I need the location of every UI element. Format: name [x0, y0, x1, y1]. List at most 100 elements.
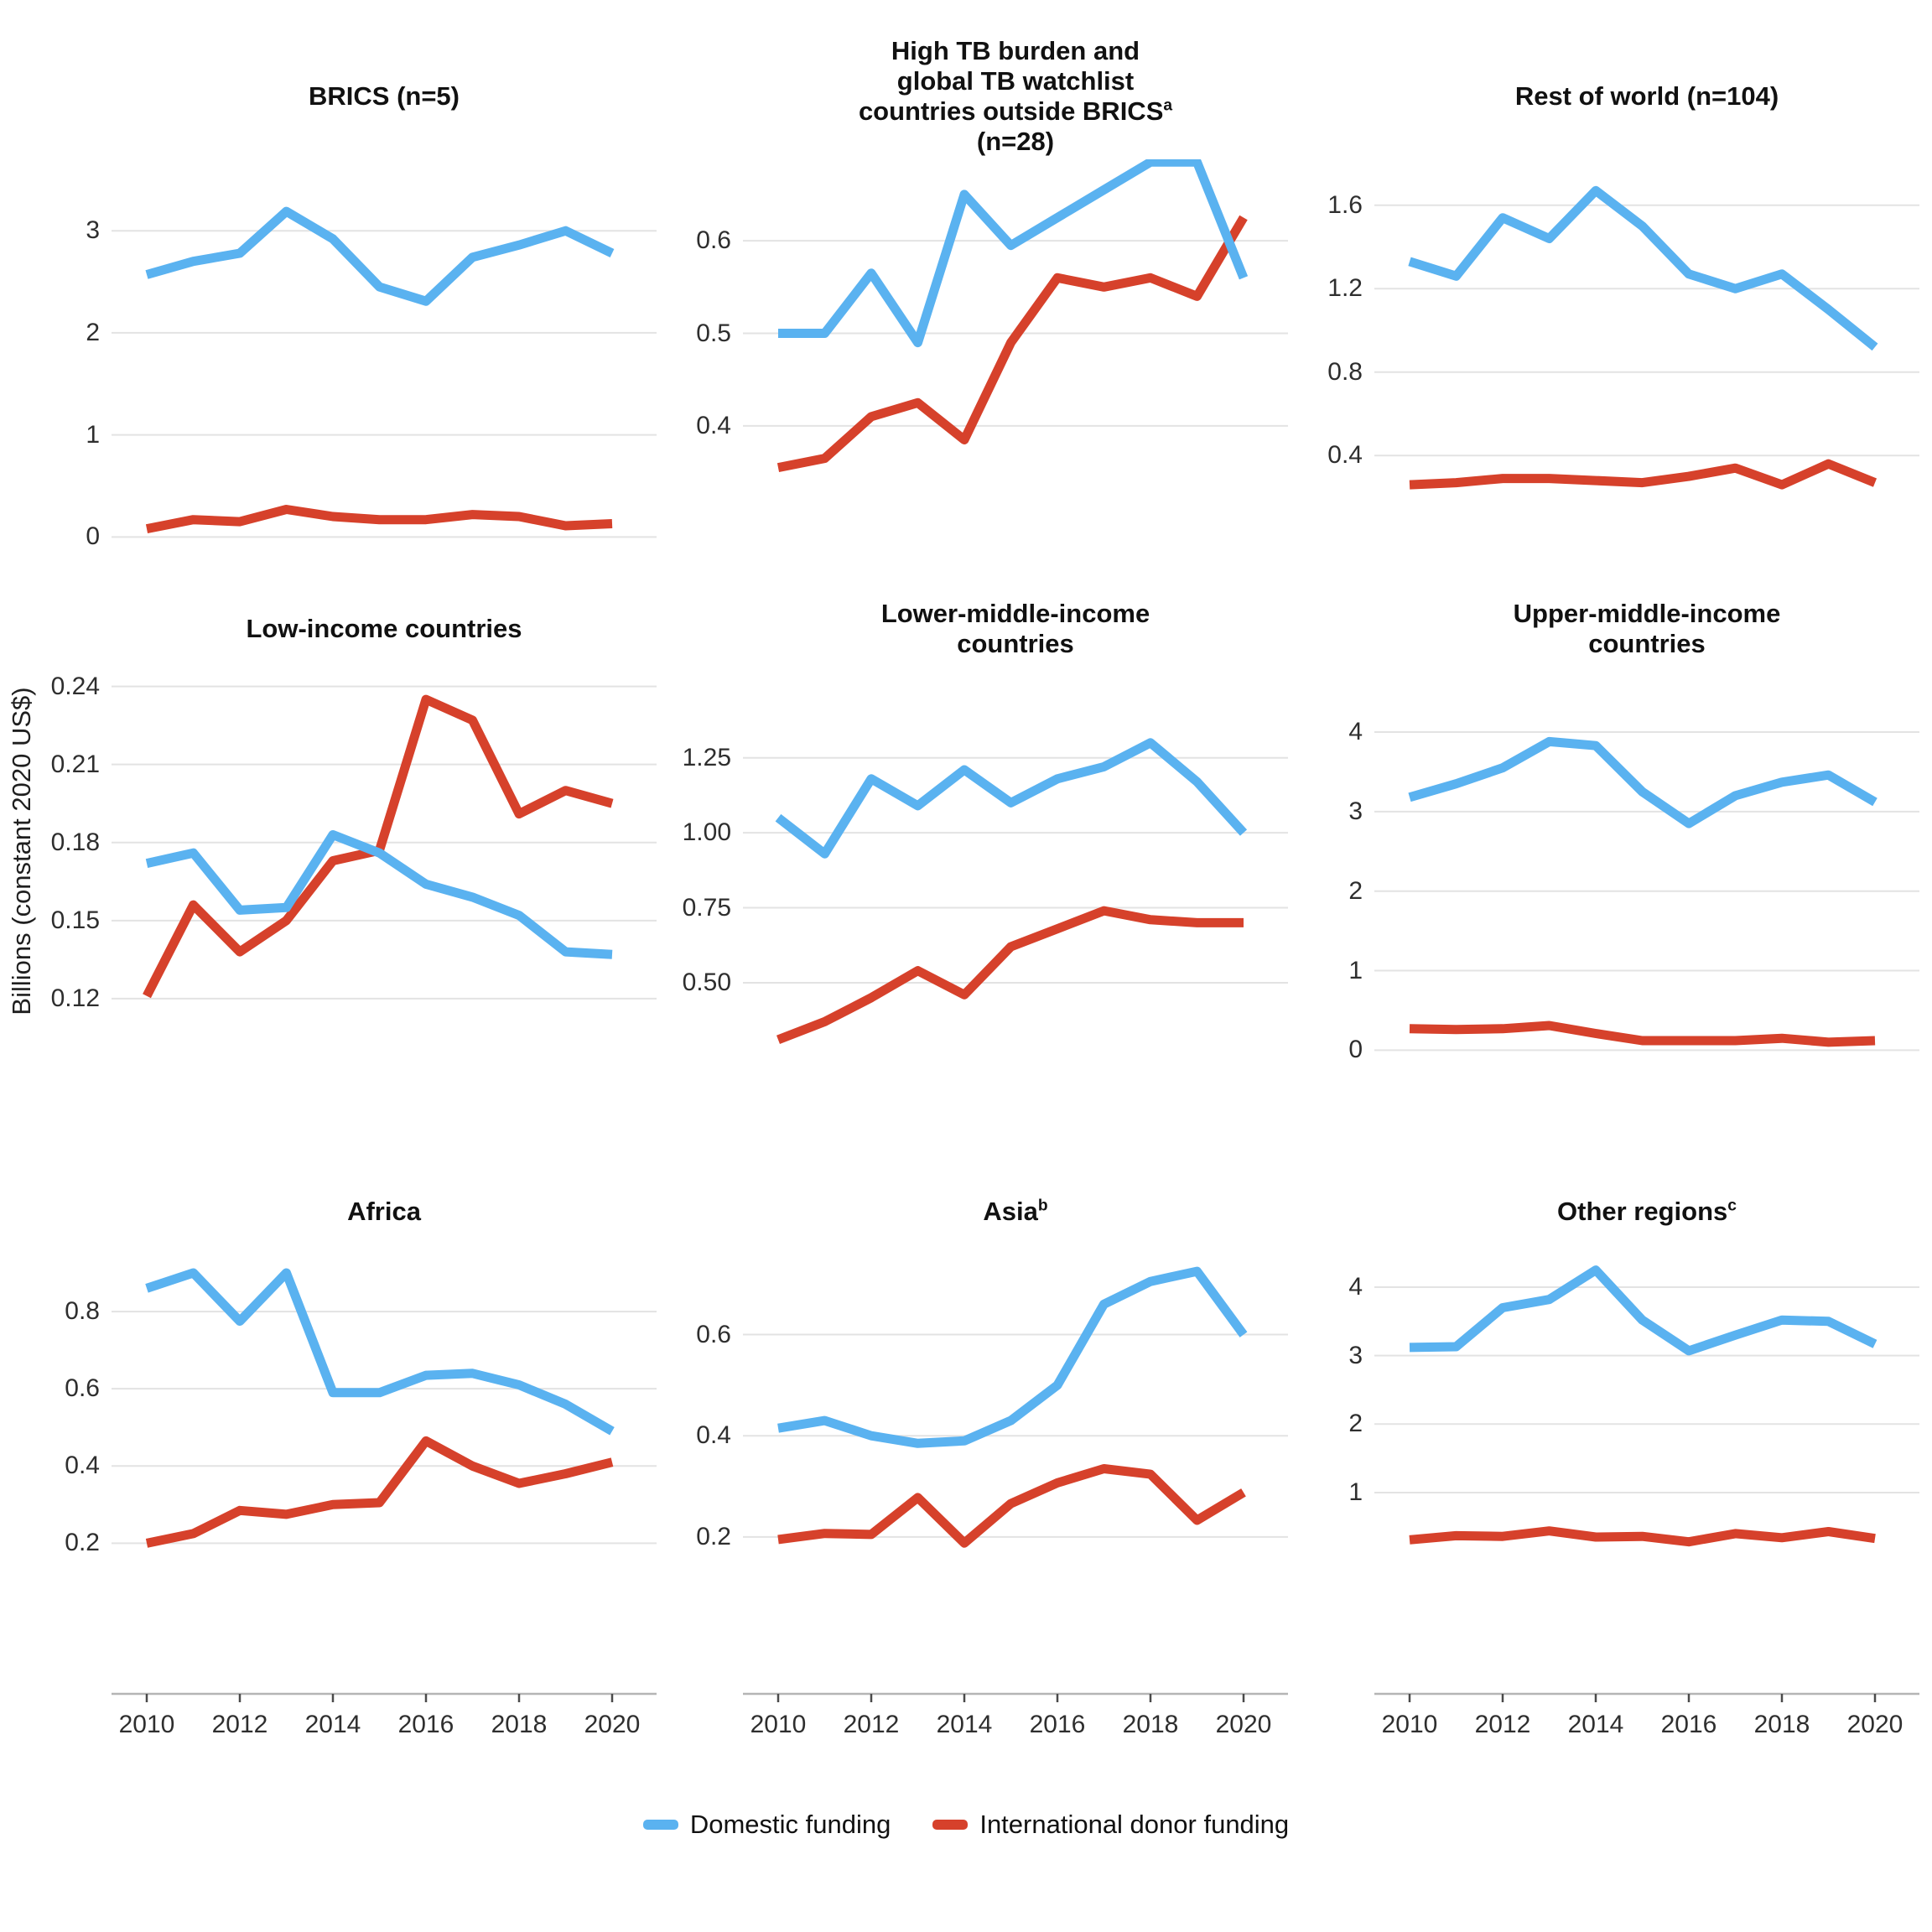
x-tick-label: 2020	[584, 1711, 641, 1738]
x-tick-label: 2020	[1215, 1711, 1272, 1738]
y-tick-label: 3	[1348, 1341, 1363, 1369]
panel-title: High TB burden and global TB watchlist cou…	[743, 34, 1288, 159]
domestic-funding-line	[145, 830, 613, 959]
x-tick-label: 2020	[1846, 1711, 1903, 1738]
panel-title-line: (n=28)	[976, 127, 1055, 156]
y-tick-label: 1	[1348, 956, 1363, 984]
legend-item-domestic: Domestic funding	[642, 1810, 891, 1840]
donor-funding-line	[776, 215, 1248, 472]
panel-title-line: Lower-middle-income	[880, 599, 1150, 628]
x-tick-label: 2010	[118, 1711, 175, 1738]
y-tick-label: 0.8	[1327, 357, 1363, 386]
y-tick-label: 0.50	[682, 968, 731, 996]
panel-title-line: countries outside BRICSa	[858, 96, 1173, 126]
donor-funding-line	[1409, 459, 1877, 490]
panel-asia: Asiab 0.2 0.4 0.6 2010 2012 2014 2016 2018 2020	[669, 1170, 1288, 1742]
domestic-funding-line	[145, 1268, 615, 1436]
panel-title: Upper-middle-income countries	[1374, 587, 1919, 671]
facet-grid: BRICS (n=5) 0 1 2 3 High TB burden and global …	[38, 34, 1932, 1742]
y-axis-title: Billions (constant 2020 US$)	[7, 687, 36, 1015]
y-tick-label: 2	[86, 318, 100, 346]
y-tick-label: 1.6	[1327, 190, 1363, 219]
footnote-marker: a	[1163, 96, 1173, 115]
panel-title: Africa	[112, 1170, 657, 1254]
y-tick-label: 0.21	[50, 750, 100, 778]
y-axis-ticks: 0.4 0.5 0.6	[669, 159, 731, 587]
legend-label-donor: International donor funding	[979, 1810, 1290, 1839]
panel-title-line: BRICS (n=5)	[309, 81, 460, 111]
domestic-funding-line	[775, 738, 1248, 859]
y-tick-label: 3	[1348, 797, 1363, 825]
panel-rest-of-world: Rest of world (n=104) 0.4 0.8 1.2 1.6	[1301, 34, 1919, 587]
x-tick-label: 2012	[1474, 1711, 1531, 1738]
x-tick-label: 2012	[843, 1711, 900, 1738]
domestic-funding-line	[1408, 736, 1877, 828]
domestic-funding-line	[145, 206, 615, 306]
legend-swatch-domestic	[642, 1820, 678, 1830]
x-tick-label: 2018	[1122, 1711, 1179, 1738]
y-axis-ticks: 0 1 2 3	[38, 159, 100, 587]
x-tick-label: 2014	[304, 1711, 361, 1738]
y-tick-label: 0.15	[50, 906, 100, 934]
y-tick-label: 1.2	[1327, 274, 1363, 303]
donor-funding-line	[145, 1436, 614, 1548]
y-tick-label: 0.4	[1327, 441, 1363, 470]
donor-funding-line	[776, 906, 1244, 1045]
plot-area	[743, 738, 1288, 1045]
y-tick-label: 0.6	[65, 1374, 100, 1403]
x-tick-label: 2014	[1567, 1711, 1624, 1738]
legend: Domestic funding International donor fun…	[0, 1810, 1932, 1840]
x-axis-labels: 2010 2012 2014 2016 2018 2020	[1374, 1704, 1919, 1742]
plot-area	[112, 206, 657, 538]
domestic-funding-line	[1408, 185, 1878, 351]
y-axis-ticks: 0.12 0.15 0.18 0.21 0.24	[38, 671, 100, 1103]
y-tick-label: 4	[1348, 718, 1363, 746]
donor-funding-line	[1409, 1526, 1876, 1547]
plot-area	[743, 1266, 1288, 1702]
donor-funding-line	[143, 694, 614, 999]
y-tick-label: 0.6	[696, 1320, 731, 1348]
y-tick-label: 1	[1348, 1478, 1363, 1506]
plot-area	[1374, 731, 1919, 1052]
panel-upper-middle-income: Upper-middle-income countries 0 1 2 3 4	[1301, 587, 1919, 1103]
y-tick-label: 1.00	[682, 818, 731, 847]
panel-africa: Africa 0.2 0.4 0.6 0.8 2010 2012 2014 2016 2018 20…	[38, 1170, 657, 1742]
y-tick-label: 0.5	[696, 319, 731, 347]
y-axis-ticks: 0.50 0.75 1.00 1.25	[669, 671, 731, 1103]
domestic-funding-line	[777, 1266, 1248, 1448]
x-tick-label: 2016	[1029, 1711, 1086, 1738]
panel-title-line: countries	[957, 629, 1074, 658]
panel-title-line: Asiab	[983, 1197, 1048, 1226]
x-tick-label: 2012	[211, 1711, 268, 1738]
x-axis-labels: 2010 2012 2014 2016 2018 2020	[112, 1704, 657, 1742]
y-tick-label: 0.75	[682, 893, 731, 922]
plot-area	[112, 685, 657, 1000]
y-tick-label: 0.4	[696, 1421, 731, 1450]
x-axis-labels: 2010 2012 2014 2016 2018 2020	[743, 1704, 1288, 1742]
plot-area	[112, 1268, 657, 1702]
panel-low-income: Low-income countries 0.12 0.15 0.18 0.21 0.24	[38, 587, 657, 1103]
panel-title-line: High TB burden and	[891, 36, 1140, 65]
panel-high-tb-watchlist: High TB burden and global TB watchlist cou…	[669, 34, 1288, 587]
panel-other-regions: Other regionsc 1 2 3 4 2010 2012 2014 2016 2018 20…	[1301, 1170, 1919, 1742]
y-tick-label: 4	[1348, 1273, 1363, 1301]
footnote-marker: c	[1727, 1197, 1737, 1215]
panel-title: Other regionsc	[1374, 1170, 1919, 1254]
y-tick-label: 0	[1348, 1036, 1363, 1064]
y-tick-label: 1.25	[682, 743, 731, 771]
y-tick-label: 0.4	[65, 1452, 100, 1480]
panel-title-line: Other regionsc	[1557, 1197, 1737, 1226]
y-tick-label: 0.12	[50, 984, 100, 1012]
panel-title: Lower-middle-income countries	[743, 587, 1288, 671]
panel-lower-middle-income: Lower-middle-income countries 0.50 0.75 1.00…	[669, 587, 1288, 1103]
domestic-funding-line	[1409, 1265, 1877, 1356]
domestic-funding-line	[778, 159, 1249, 348]
x-tick-label: 2010	[1381, 1711, 1438, 1738]
panel-title-line: countries	[1588, 629, 1706, 658]
panel-title: BRICS (n=5)	[112, 34, 657, 159]
y-axis-ticks: 0.4 0.8 1.2 1.6	[1301, 159, 1363, 587]
x-tick-label: 2014	[936, 1711, 993, 1738]
panel-title: Rest of world (n=104)	[1374, 34, 1919, 159]
x-tick-label: 2018	[1753, 1711, 1810, 1738]
